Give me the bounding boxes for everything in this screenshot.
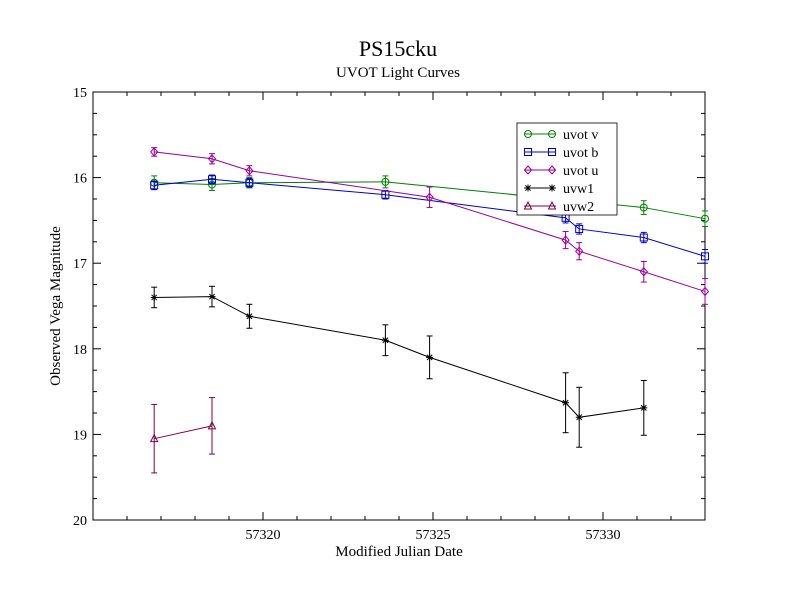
data-point <box>425 192 434 203</box>
data-point <box>575 224 584 233</box>
data-point <box>149 433 159 443</box>
y-tick-label: 17 <box>73 257 87 272</box>
data-point <box>208 293 216 301</box>
data-point <box>562 399 570 407</box>
chart-subtitle: UVOT Light Curves <box>336 65 460 81</box>
legend-marker <box>548 148 556 156</box>
legend-marker <box>523 165 533 175</box>
series-uvw1 <box>150 285 648 448</box>
data-point <box>639 203 648 212</box>
data-point <box>207 420 217 430</box>
data-point <box>700 286 710 297</box>
data-point <box>245 312 253 320</box>
data-point <box>207 154 217 164</box>
y-tick-label: 19 <box>73 428 87 443</box>
x-axis-title: Modified Julian Date <box>335 544 463 560</box>
x-tick-label: 57325 <box>416 528 451 543</box>
legend-marker <box>547 165 557 175</box>
data-point <box>245 165 254 176</box>
legend: uvot v uvot b uvot u uvw1 uvw2 <box>516 122 618 216</box>
legend-label: uvot u <box>563 164 598 179</box>
chart-title: PS15cku <box>359 36 437 61</box>
legend-box <box>516 122 618 216</box>
data-point <box>150 181 159 190</box>
data-point <box>575 413 583 421</box>
legend-label: uvw1 <box>563 182 594 197</box>
data-point <box>208 175 216 184</box>
legend-marker <box>524 130 532 138</box>
series-line <box>154 178 706 257</box>
series-layer <box>149 147 710 474</box>
series-line <box>154 296 644 418</box>
data-point <box>150 293 158 301</box>
y-tick-label: 18 <box>73 343 87 358</box>
y-tick-label: 20 <box>73 514 87 529</box>
legend-label: uvot b <box>563 146 598 161</box>
legend-marker <box>523 200 533 210</box>
x-tick-label: 57320 <box>246 528 281 543</box>
axis-ticks: 57320 57325 57330 15 16 17 18 19 20 <box>73 86 706 543</box>
legend-marker <box>548 184 556 192</box>
y-tick-label: 15 <box>73 86 87 101</box>
data-point <box>381 336 389 344</box>
series-line <box>154 181 706 220</box>
series-uvot-u <box>150 147 710 305</box>
data-point <box>245 178 254 187</box>
series-line <box>154 425 213 440</box>
y-axis-title: Observed Vega Magnitude <box>48 226 64 386</box>
data-point <box>639 233 648 242</box>
legend-marker <box>547 200 557 210</box>
series-uvw2 <box>149 397 217 474</box>
data-point <box>575 246 584 256</box>
legend-label: uvw2 <box>563 200 594 215</box>
y-tick-label: 16 <box>73 172 87 187</box>
legend-marker <box>524 148 532 156</box>
legend-marker <box>548 130 556 138</box>
data-point <box>701 252 709 261</box>
data-point <box>640 404 648 412</box>
data-point <box>701 214 709 223</box>
data-point <box>426 353 434 361</box>
series-line <box>154 151 706 292</box>
data-point <box>381 177 390 186</box>
legend-marker <box>524 184 532 192</box>
x-tick-label: 57330 <box>586 528 621 543</box>
data-point <box>639 267 648 277</box>
data-point <box>561 235 570 245</box>
data-point <box>150 147 159 157</box>
legend-label: uvot v <box>563 128 598 143</box>
